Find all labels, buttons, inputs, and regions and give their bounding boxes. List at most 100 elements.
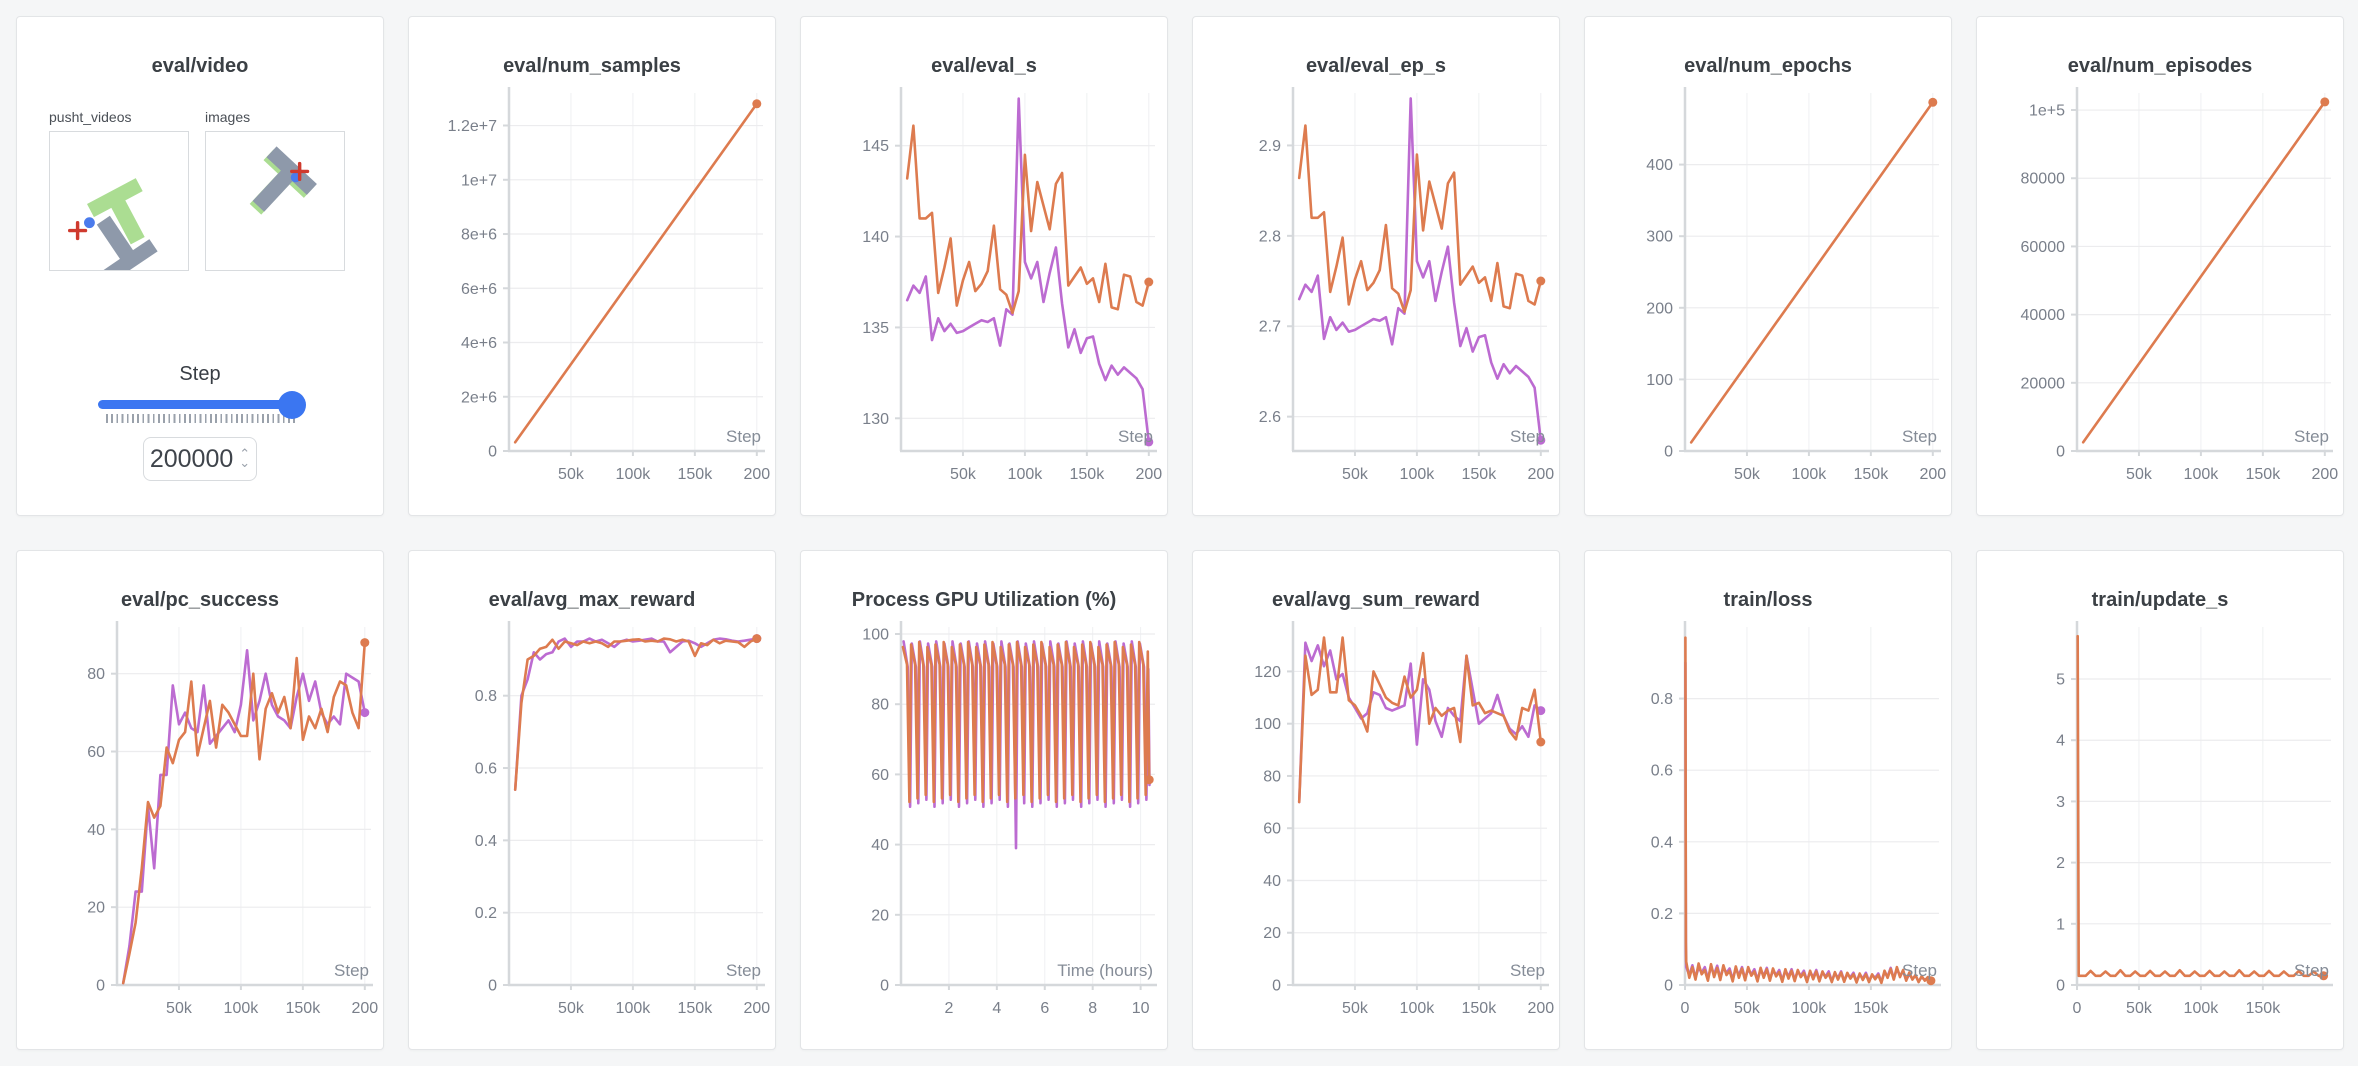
line-chart-eval-num-episodes[interactable]: 50k 100k 150k 200 0 20000 40000 60000 80000 1e+5 S… bbox=[1977, 83, 2344, 511]
svg-text:Step: Step bbox=[1510, 427, 1545, 446]
svg-text:150k: 150k bbox=[678, 1000, 714, 1017]
panel-gpu-utilization: Process GPU Utilization (%) 2 4 6 8 10 0 20 40 6… bbox=[800, 550, 1168, 1050]
svg-text:0: 0 bbox=[96, 978, 105, 995]
svg-text:4: 4 bbox=[2056, 733, 2065, 750]
svg-text:6: 6 bbox=[1040, 1000, 1049, 1017]
svg-text:Step: Step bbox=[1510, 961, 1545, 980]
svg-text:100: 100 bbox=[1254, 716, 1281, 733]
svg-text:2.7: 2.7 bbox=[1259, 319, 1281, 336]
svg-text:0.6: 0.6 bbox=[1651, 763, 1673, 780]
step-slider[interactable] bbox=[98, 390, 306, 423]
line-chart-eval-avg-sum-reward[interactable]: 50k 100k 150k 200 0 20 40 60 80 100 120 Step bbox=[1193, 617, 1560, 1045]
panel-eval-avg-max-reward: eval/avg_max_reward 50k 100k 150k 200 0 0.2 0.… bbox=[408, 550, 776, 1050]
panel-eval-pc-success: eval/pc_success 50k 100k 150k 200 0 20 40 60 80 S… bbox=[16, 550, 384, 1050]
line-chart-eval-eval-s[interactable]: 50k 100k 150k 200 130 135 140 145 Step bbox=[801, 83, 1168, 511]
svg-text:100: 100 bbox=[862, 627, 889, 644]
svg-text:4e+6: 4e+6 bbox=[461, 335, 497, 352]
gray-t-pusher bbox=[96, 215, 158, 270]
video-thumbnails: pusht_videos images bbox=[49, 109, 383, 271]
svg-text:20: 20 bbox=[871, 907, 889, 924]
svg-text:150k: 150k bbox=[1462, 466, 1498, 483]
svg-text:140: 140 bbox=[862, 229, 889, 246]
line-chart-train-update-s[interactable]: 0 50k 100k 150k 0 1 2 3 4 5 Step bbox=[1977, 617, 2344, 1045]
line-chart-eval-avg-max-reward[interactable]: 50k 100k 150k 200 0 0.2 0.4 0.6 0.8 Step bbox=[409, 617, 776, 1045]
svg-text:8e+6: 8e+6 bbox=[461, 227, 497, 244]
svg-text:80: 80 bbox=[1263, 768, 1281, 785]
svg-text:50k: 50k bbox=[558, 1000, 585, 1017]
svg-text:60: 60 bbox=[871, 767, 889, 784]
svg-text:Step: Step bbox=[726, 961, 761, 980]
svg-text:Step: Step bbox=[1902, 961, 1937, 980]
pusht-video-thumbnail[interactable] bbox=[49, 131, 189, 271]
svg-text:0: 0 bbox=[488, 978, 497, 995]
line-chart-eval-pc-success[interactable]: 50k 100k 150k 200 0 20 40 60 80 Step bbox=[17, 617, 384, 1045]
stepper-down-icon[interactable]: ⌄ bbox=[239, 455, 251, 470]
svg-text:130: 130 bbox=[862, 411, 889, 428]
svg-text:0.4: 0.4 bbox=[1651, 834, 1673, 851]
panel-title: train/update_s bbox=[2091, 589, 2229, 611]
images-thumbnail[interactable] bbox=[205, 131, 345, 271]
svg-text:50k: 50k bbox=[950, 466, 977, 483]
svg-text:2: 2 bbox=[944, 1000, 953, 1017]
svg-text:400: 400 bbox=[1646, 157, 1673, 174]
pusht-scene-2 bbox=[249, 146, 317, 215]
step-input-value[interactable]: 200000 bbox=[149, 444, 234, 473]
svg-text:100k: 100k bbox=[1792, 1000, 1828, 1017]
panel-title: eval/avg_sum_reward bbox=[1272, 589, 1480, 611]
svg-text:2e+6: 2e+6 bbox=[461, 389, 497, 406]
svg-text:50k: 50k bbox=[1734, 466, 1761, 483]
svg-text:100k: 100k bbox=[616, 466, 652, 483]
svg-text:Step: Step bbox=[2294, 427, 2329, 446]
svg-text:1e+7: 1e+7 bbox=[461, 172, 497, 189]
svg-text:200: 200 bbox=[1646, 300, 1673, 317]
thumb-pusht-videos: pusht_videos bbox=[49, 109, 189, 271]
panel-title: train/loss bbox=[1723, 589, 1813, 611]
svg-text:Time (hours): Time (hours) bbox=[1057, 961, 1153, 980]
svg-text:Step: Step bbox=[1118, 427, 1153, 446]
panel-title: eval/num_samples bbox=[503, 55, 681, 77]
svg-text:80000: 80000 bbox=[2021, 171, 2066, 188]
thumb-label: images bbox=[205, 109, 251, 125]
svg-text:5: 5 bbox=[2056, 672, 2065, 689]
svg-text:200: 200 bbox=[1527, 1000, 1554, 1017]
svg-text:200: 200 bbox=[351, 1000, 378, 1017]
panel-title: eval/eval_s bbox=[931, 55, 1037, 77]
thumb-label: pusht_videos bbox=[49, 109, 132, 125]
svg-text:0.8: 0.8 bbox=[1651, 691, 1673, 708]
svg-text:40: 40 bbox=[1263, 873, 1281, 890]
svg-text:150k: 150k bbox=[286, 1000, 322, 1017]
svg-text:100k: 100k bbox=[1400, 466, 1436, 483]
slider-handle[interactable] bbox=[278, 390, 306, 419]
svg-text:0: 0 bbox=[2056, 444, 2065, 461]
step-input[interactable]: 200000 ⌃ ⌄ bbox=[143, 437, 257, 481]
stepper-up-icon[interactable]: ⌃ bbox=[239, 446, 251, 461]
svg-text:100k: 100k bbox=[616, 1000, 652, 1017]
slider-track[interactable] bbox=[98, 390, 306, 419]
svg-text:1: 1 bbox=[2056, 916, 2065, 933]
panel-eval-num-epochs: eval/num_epochs 50k 100k 150k 200 0 100 200 300… bbox=[1584, 16, 1952, 516]
svg-text:200: 200 bbox=[1527, 466, 1554, 483]
svg-text:100k: 100k bbox=[1400, 1000, 1436, 1017]
svg-text:4: 4 bbox=[992, 1000, 1001, 1017]
svg-text:Step: Step bbox=[2294, 961, 2329, 980]
svg-text:20000: 20000 bbox=[2021, 375, 2066, 392]
svg-text:150k: 150k bbox=[2246, 1000, 2282, 1017]
svg-text:0: 0 bbox=[488, 444, 497, 461]
svg-text:150k: 150k bbox=[2246, 466, 2282, 483]
line-chart-eval-num-samples[interactable]: 50k 100k 150k 200 0 2e+6 4e+6 6e+6 8e+6 1e+7 1.2e+… bbox=[409, 83, 776, 511]
svg-text:Step: Step bbox=[726, 427, 761, 446]
line-chart-eval-num-epochs[interactable]: 50k 100k 150k 200 0 100 200 300 400 Step bbox=[1585, 83, 1952, 511]
line-chart-eval-eval-ep-s[interactable]: 50k 100k 150k 200 2.6 2.7 2.8 2.9 Step bbox=[1193, 83, 1560, 511]
target-cross bbox=[290, 161, 310, 182]
svg-text:8: 8 bbox=[1088, 1000, 1097, 1017]
svg-text:200: 200 bbox=[743, 466, 770, 483]
svg-text:40000: 40000 bbox=[2021, 307, 2066, 324]
svg-text:80: 80 bbox=[87, 666, 105, 683]
svg-text:60000: 60000 bbox=[2021, 239, 2066, 256]
svg-text:Step: Step bbox=[334, 961, 369, 980]
line-chart-train-loss[interactable]: 0 50k 100k 150k 0 0.2 0.4 0.6 0.8 Step bbox=[1585, 617, 1952, 1045]
svg-text:150k: 150k bbox=[678, 466, 714, 483]
svg-text:200: 200 bbox=[743, 1000, 770, 1017]
svg-text:150k: 150k bbox=[1854, 1000, 1890, 1017]
